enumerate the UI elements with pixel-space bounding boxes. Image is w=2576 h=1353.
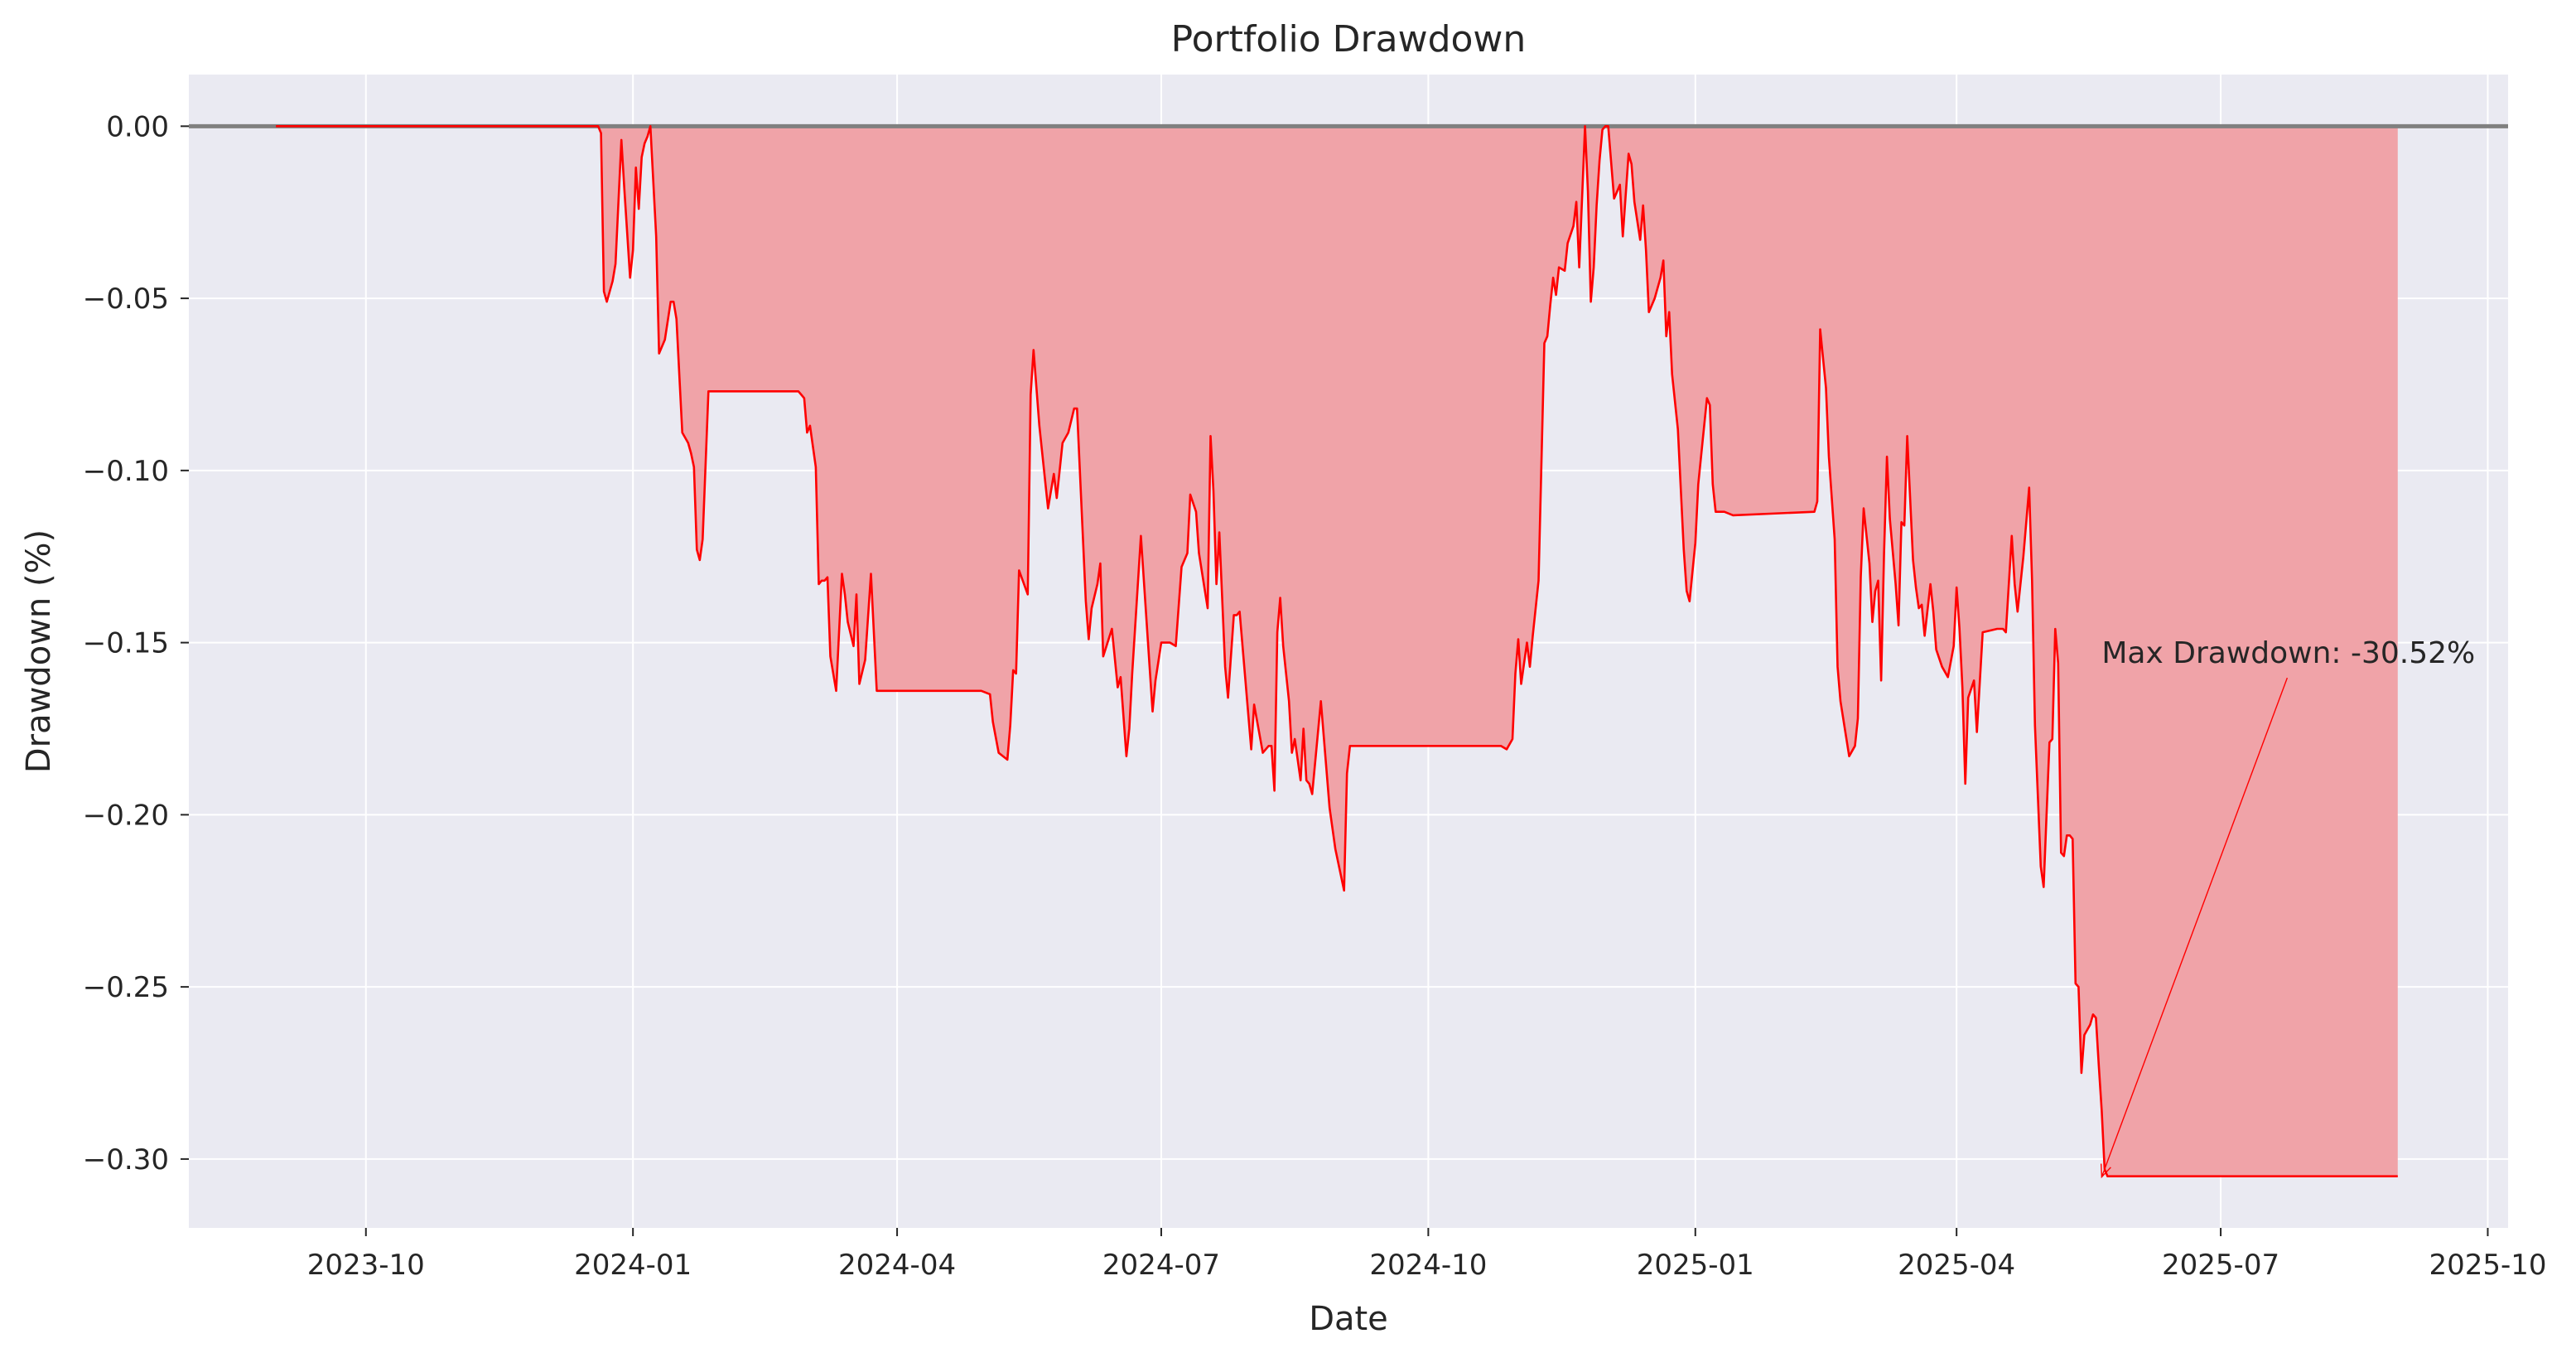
x-axis-label: Date (1309, 1300, 1388, 1338)
y-tick-label: −0.10 (83, 455, 169, 488)
x-tick-label: 2024-10 (1369, 1249, 1487, 1282)
y-tick-label: −0.20 (83, 799, 169, 832)
annotation-arrow (2101, 677, 2289, 1177)
max-drawdown-annotation: Max Drawdown: -30.52% (2101, 636, 2475, 670)
y-tick-label: −0.15 (83, 627, 169, 660)
chart-title: Portfolio Drawdown (1171, 18, 1527, 60)
x-tick-label: 2024-01 (574, 1249, 692, 1282)
x-tick-label: 2025-07 (2162, 1249, 2279, 1282)
x-tick-label: 2025-01 (1637, 1249, 1754, 1282)
x-tick-label: 2023-10 (307, 1249, 425, 1282)
y-tick-label: −0.05 (83, 283, 169, 316)
x-axis-ticks: 2023-10 2024-01 2024-04 2024-07 2024-10 2025-… (307, 1228, 2547, 1282)
x-tick-label: 2025-04 (1898, 1249, 2015, 1282)
y-axis-ticks: 0.00 −0.05 −0.10 −0.15 −0.20 −0.25 −0.30 (83, 110, 189, 1177)
drawdown-area (276, 126, 2398, 1177)
drawdown-line (276, 125, 2398, 1177)
annotation-arrowhead (2100, 1163, 2111, 1179)
x-tick-label: 2025-10 (2429, 1249, 2546, 1282)
y-axis-label: Drawdown (%) (20, 529, 58, 773)
y-tick-label: −0.25 (83, 971, 169, 1004)
x-tick-label: 2024-07 (1102, 1249, 1220, 1282)
y-tick-label: −0.30 (83, 1143, 169, 1177)
y-tick-label: 0.00 (106, 110, 169, 143)
x-tick-label: 2024-04 (838, 1249, 956, 1282)
